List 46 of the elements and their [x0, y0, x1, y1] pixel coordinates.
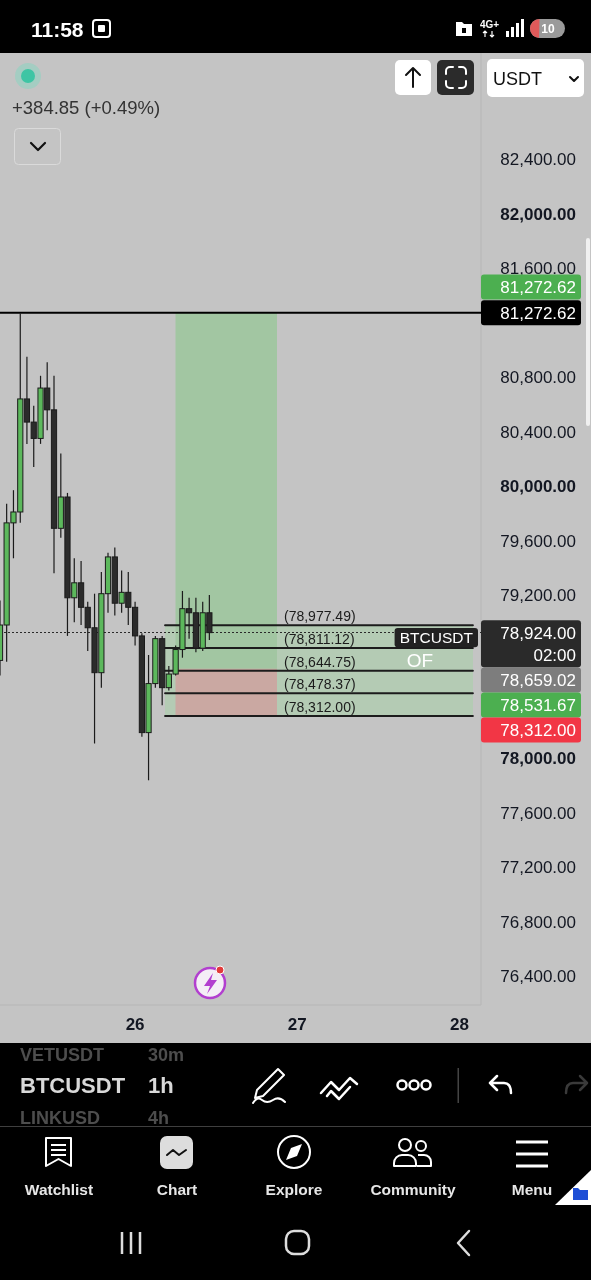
text: Menu — [511, 1181, 553, 1198]
series-label: (78,977.49) — [284, 608, 356, 625]
y-tick-label: 77,200.00 — [500, 858, 576, 878]
y-tick-label: 77,600.00 — [500, 803, 576, 823]
y-tick-label: 80,400.00 — [500, 422, 576, 442]
text: USDT — [493, 69, 542, 89]
text: 30m — [148, 1045, 185, 1065]
text: LINKUSD — [20, 1108, 100, 1128]
annotation: +384.85 (+0.49%) — [12, 97, 161, 118]
text: Watchlist — [24, 1181, 94, 1198]
y-tick-label: 82,400.00 — [500, 150, 576, 170]
text: 4h — [148, 1108, 170, 1128]
y-tick-label: 79,600.00 — [500, 531, 576, 551]
text: 11:58 — [31, 18, 84, 41]
text: BTCUSDT — [399, 628, 474, 646]
y-tick-label: 82,000.00 — [500, 204, 576, 224]
ref-line-label: 78,924.00 — [500, 623, 576, 643]
ref-line-label: 81,272.62 — [500, 303, 576, 323]
series-label: (78,478.37) — [284, 676, 356, 693]
x-tick-label: 27 — [287, 1015, 307, 1034]
text: 78,531.67 — [500, 696, 576, 715]
y-tick-label: 81,600.00 — [500, 259, 576, 279]
text: BTCUSDT — [20, 1073, 126, 1098]
y-tick-label: 80,800.00 — [500, 368, 576, 388]
x-tick-label: 26 — [125, 1015, 145, 1034]
text: 78,312.00 — [500, 721, 576, 740]
series-label: (78,811.12) — [284, 631, 355, 648]
y-tick-label: 78,000.00 — [500, 749, 576, 769]
text: 78,659.02 — [500, 671, 576, 690]
x-tick-label: 28 — [449, 1015, 469, 1034]
text: 02:00 — [533, 645, 576, 665]
text: Community — [370, 1181, 456, 1198]
text: 81,272.62 — [500, 278, 576, 297]
text: Chart — [156, 1181, 198, 1198]
text: 4G+ — [480, 19, 500, 30]
series-label: (78,644.75) — [284, 653, 356, 670]
y-tick-label: 76,400.00 — [500, 967, 576, 987]
y-tick-label: 76,800.00 — [500, 912, 576, 932]
text: Explore — [265, 1181, 323, 1198]
series-label: (78,312.00) — [284, 699, 356, 715]
y-tick-label: 79,200.00 — [500, 586, 576, 605]
annotation: OF — [406, 650, 434, 671]
text: VETUSDT — [20, 1045, 105, 1065]
y-tick-label: 80,000.00 — [500, 477, 576, 497]
text: 10 — [541, 22, 555, 36]
text: 1h — [148, 1073, 174, 1098]
